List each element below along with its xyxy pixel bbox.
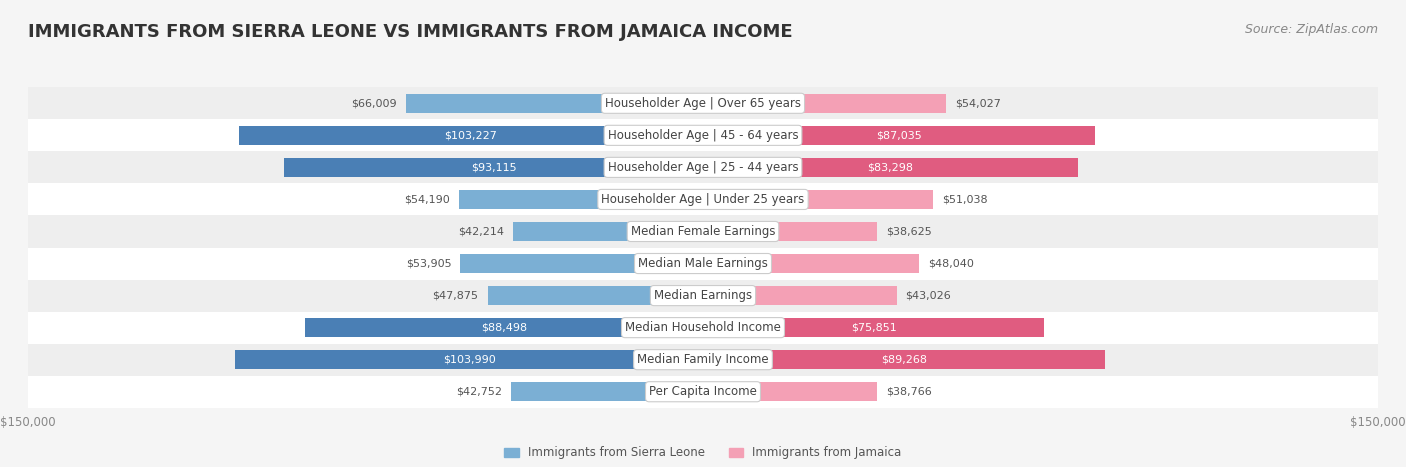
Text: $103,990: $103,990 <box>443 354 495 365</box>
Bar <box>28 215 1378 248</box>
Bar <box>703 318 1045 337</box>
Legend: Immigrants from Sierra Leone, Immigrants from Jamaica: Immigrants from Sierra Leone, Immigrants… <box>499 441 907 464</box>
Text: $54,190: $54,190 <box>405 194 450 205</box>
Text: $42,214: $42,214 <box>458 226 505 236</box>
Text: $93,115: $93,115 <box>471 163 516 172</box>
Text: Source: ZipAtlas.com: Source: ZipAtlas.com <box>1244 23 1378 36</box>
Text: Per Capita Income: Per Capita Income <box>650 385 756 398</box>
Text: Median Household Income: Median Household Income <box>626 321 780 334</box>
Text: Median Female Earnings: Median Female Earnings <box>631 225 775 238</box>
Bar <box>28 119 1378 151</box>
Bar <box>703 382 877 401</box>
Text: $66,009: $66,009 <box>352 98 396 108</box>
Text: $54,027: $54,027 <box>955 98 1001 108</box>
Text: $53,905: $53,905 <box>406 259 451 269</box>
Text: IMMIGRANTS FROM SIERRA LEONE VS IMMIGRANTS FROM JAMAICA INCOME: IMMIGRANTS FROM SIERRA LEONE VS IMMIGRAN… <box>28 23 793 42</box>
Text: Householder Age | 25 - 44 years: Householder Age | 25 - 44 years <box>607 161 799 174</box>
Text: $103,227: $103,227 <box>444 130 498 141</box>
Bar <box>28 248 1378 280</box>
Bar <box>28 151 1378 184</box>
Text: $75,851: $75,851 <box>851 323 897 333</box>
Bar <box>235 350 703 369</box>
Bar <box>461 254 703 273</box>
Text: $42,752: $42,752 <box>456 387 502 397</box>
Text: Median Male Earnings: Median Male Earnings <box>638 257 768 270</box>
Bar <box>28 376 1378 408</box>
Text: Median Earnings: Median Earnings <box>654 289 752 302</box>
Text: Householder Age | 45 - 64 years: Householder Age | 45 - 64 years <box>607 129 799 142</box>
Text: Householder Age | Over 65 years: Householder Age | Over 65 years <box>605 97 801 110</box>
Bar <box>703 126 1095 145</box>
Bar <box>510 382 703 401</box>
Text: $89,268: $89,268 <box>880 354 927 365</box>
Bar <box>703 158 1078 177</box>
Bar <box>703 350 1105 369</box>
Bar <box>703 254 920 273</box>
Bar <box>703 286 897 305</box>
Bar <box>28 311 1378 344</box>
Text: $43,026: $43,026 <box>905 290 952 301</box>
Text: $38,766: $38,766 <box>886 387 932 397</box>
Bar <box>406 94 703 113</box>
Bar <box>703 190 932 209</box>
Bar <box>703 94 946 113</box>
Bar <box>305 318 703 337</box>
Bar <box>28 87 1378 119</box>
Text: $47,875: $47,875 <box>433 290 478 301</box>
Text: $38,625: $38,625 <box>886 226 932 236</box>
Bar <box>28 184 1378 215</box>
Text: $88,498: $88,498 <box>481 323 527 333</box>
Text: Median Family Income: Median Family Income <box>637 353 769 366</box>
Bar <box>284 158 703 177</box>
Bar <box>28 280 1378 311</box>
Bar <box>460 190 703 209</box>
Bar <box>488 286 703 305</box>
Bar <box>513 222 703 241</box>
Text: $51,038: $51,038 <box>942 194 987 205</box>
Text: $83,298: $83,298 <box>868 163 914 172</box>
Bar <box>239 126 703 145</box>
Text: $48,040: $48,040 <box>928 259 974 269</box>
Bar <box>28 344 1378 376</box>
Text: Householder Age | Under 25 years: Householder Age | Under 25 years <box>602 193 804 206</box>
Bar <box>703 222 877 241</box>
Text: $87,035: $87,035 <box>876 130 922 141</box>
